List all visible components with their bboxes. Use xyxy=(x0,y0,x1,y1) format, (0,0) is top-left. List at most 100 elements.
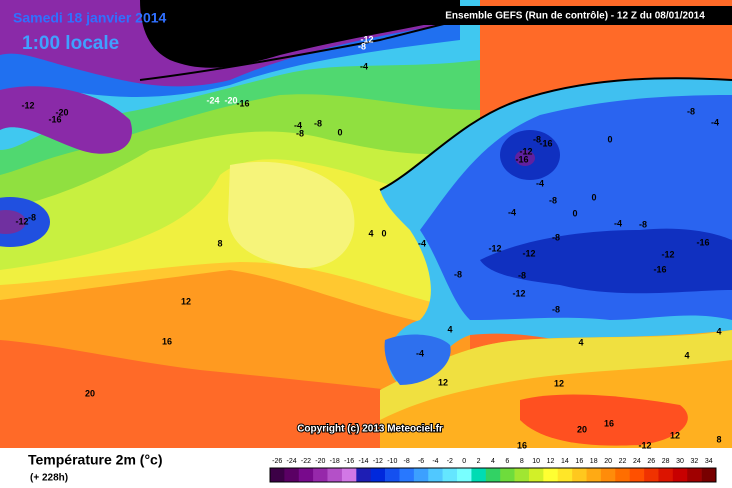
colorbar-cell xyxy=(672,468,688,482)
isotherm-label: 4 xyxy=(368,228,373,238)
isotherm-label: -20 xyxy=(55,107,68,117)
colorbar-cell xyxy=(701,468,717,482)
isotherm-label: 12 xyxy=(438,377,448,387)
isotherm-label: 0 xyxy=(607,134,612,144)
isotherm-label: 20 xyxy=(577,424,587,434)
colorbar-tick-label: 12 xyxy=(547,458,555,465)
colorbar-cell xyxy=(528,468,544,482)
isotherm-label: -20 xyxy=(224,95,237,105)
isotherm-label: 0 xyxy=(381,228,386,238)
colorbar-cell xyxy=(687,468,702,482)
colorbar-cell xyxy=(327,468,343,482)
isotherm-label: 4 xyxy=(716,326,721,336)
legend-title: Température 2m (°c) xyxy=(28,452,163,468)
colorbar-tick-label: -16 xyxy=(344,458,354,465)
isotherm-label: -4 xyxy=(536,178,544,188)
colorbar-cell xyxy=(313,468,328,482)
isotherm-label: -8 xyxy=(533,134,541,144)
date: Samedi 18 janvier 2014 xyxy=(13,10,167,26)
colorbar-tick-label: 26 xyxy=(647,458,655,465)
colorbar-cell xyxy=(284,468,300,482)
colorbar-tick-label: -8 xyxy=(404,458,410,465)
isotherm-label: 4 xyxy=(684,350,689,360)
colorbar-cell xyxy=(457,468,472,482)
copyright: Copyright (c) 2013 Meteociel.fr xyxy=(297,424,443,435)
colorbar-cell xyxy=(514,468,530,482)
isotherm-label: -12 xyxy=(519,146,532,156)
isotherm-label: 4 xyxy=(447,324,452,334)
isotherm-label: 16 xyxy=(604,418,614,428)
colorbar-tick-label: 24 xyxy=(633,458,641,465)
colorbar-tick-label: -4 xyxy=(432,458,438,465)
map-labels: -12-8-4-24 -20-16-12-20-16-4 -80-88121620-… xyxy=(15,34,721,450)
colorbar-tick-label: -6 xyxy=(418,458,424,465)
isotherm-label: -12 xyxy=(661,249,674,259)
isotherm-label: -4 xyxy=(614,218,622,228)
isotherm-label: -4 xyxy=(416,348,424,358)
colorbar-cell xyxy=(543,468,559,482)
isotherm-label: -4 xyxy=(360,61,368,71)
isotherm-label: -16 xyxy=(236,98,249,108)
isotherm-label: -16 xyxy=(48,114,61,124)
isotherm-label: -16 xyxy=(696,237,709,247)
model-box xyxy=(418,6,732,25)
isotherm-label: -24 xyxy=(206,95,219,105)
colorbar-tick-label: 28 xyxy=(662,458,670,465)
colorbar-tick-label: -22 xyxy=(301,458,311,465)
colorbar-cell xyxy=(356,468,372,482)
colorbar-tick-label: -20 xyxy=(315,458,325,465)
colorbar-cell xyxy=(428,468,443,482)
colorbar-cell xyxy=(442,468,458,482)
temp-zone xyxy=(515,150,535,166)
isotherm-label: 4 xyxy=(578,337,583,347)
colorbar-tick-label: 32 xyxy=(691,458,699,465)
isotherm-label: -16 xyxy=(539,138,552,148)
model-run: Ensemble GEFS (Run de contrôle) - 12 Z d… xyxy=(445,11,705,22)
isotherm-label: -8 xyxy=(552,232,560,242)
temp-zone xyxy=(520,394,688,446)
isotherm-label: 20 xyxy=(85,388,95,398)
colorbar-tick-label: 34 xyxy=(705,458,713,465)
temp-zone xyxy=(0,86,132,154)
isotherm-label: 16 xyxy=(517,440,527,450)
colorbar-cell xyxy=(658,468,674,482)
isotherm-label: -8 xyxy=(314,118,322,128)
colorbar-cell xyxy=(399,468,415,482)
colorbar-tick-label: 22 xyxy=(619,458,627,465)
colorbar-frame xyxy=(269,467,717,483)
isotherm-label: 0 xyxy=(337,127,342,137)
isotherm-label: -8 xyxy=(552,304,560,314)
isotherm-label: -4 xyxy=(508,207,516,217)
colorbar-cell xyxy=(413,468,429,482)
isotherm-label: -12 xyxy=(488,243,501,253)
colorbar-cell xyxy=(270,468,285,482)
colorbar-cell xyxy=(557,468,573,482)
isotherm-label: 0 xyxy=(591,192,596,202)
colorbar-tick-label: 0 xyxy=(462,458,466,465)
isotherm-label: 8 xyxy=(716,434,721,444)
time: 1:00 locale xyxy=(22,33,119,54)
isotherm-label: 12 xyxy=(554,378,564,388)
colorbar-tick-label: 20 xyxy=(604,458,612,465)
colorbar-tick-label: -12 xyxy=(373,458,383,465)
isotherm-label: 16 xyxy=(162,336,172,346)
colorbar-tick-label: -14 xyxy=(358,458,368,465)
colorbar-cell xyxy=(385,468,400,482)
isotherm-label: -4 xyxy=(418,238,426,248)
colorbar-cell xyxy=(629,468,645,482)
isotherm-label: -8 xyxy=(687,106,695,116)
colorbar-tick-label: -2 xyxy=(447,458,453,465)
legend-subtitle: (+ 228h) xyxy=(30,473,68,484)
colorbar-tick-label: 6 xyxy=(505,458,509,465)
isotherm-label: -8 xyxy=(358,41,366,51)
isotherm-label: -16 xyxy=(653,264,666,274)
colorbar-cell xyxy=(370,468,386,482)
isotherm-label: 12 xyxy=(670,430,680,440)
colorbar-tick-label: 4 xyxy=(491,458,495,465)
colorbar-tick-label: -18 xyxy=(330,458,340,465)
temp-zone xyxy=(228,161,355,269)
isotherm-label: -8 xyxy=(639,219,647,229)
colorbar-cell xyxy=(298,468,314,482)
isotherm-label: -12 xyxy=(21,100,34,110)
